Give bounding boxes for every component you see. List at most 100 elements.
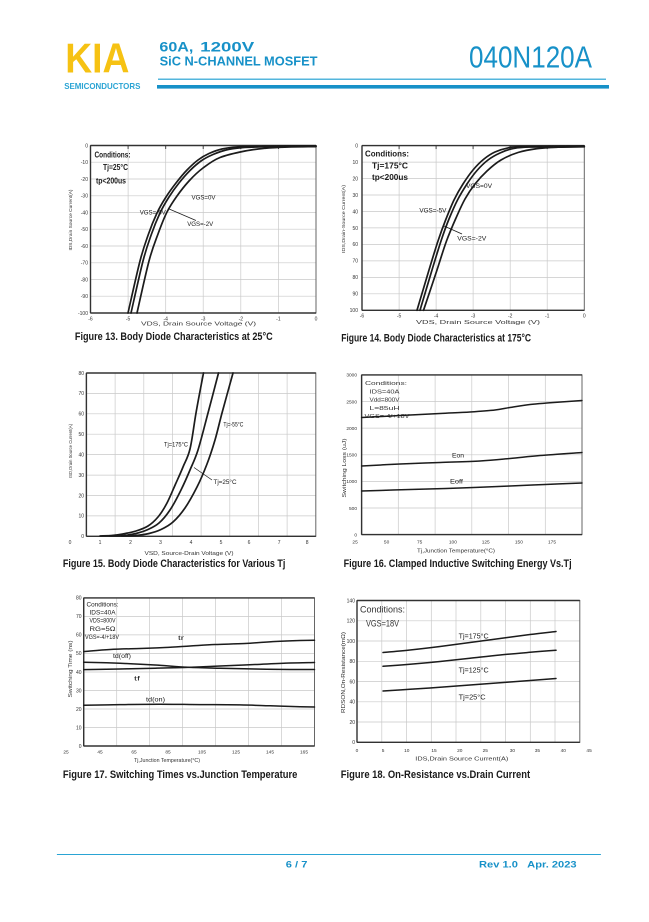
svg-text:80: 80	[349, 659, 355, 665]
svg-text:-1: -1	[545, 314, 550, 320]
svg-text:8: 8	[306, 540, 309, 546]
svg-text:60: 60	[78, 412, 84, 418]
svg-text:-3: -3	[201, 317, 206, 323]
svg-text:30: 30	[510, 748, 516, 754]
svg-text:125: 125	[232, 750, 240, 756]
svg-text:105: 105	[198, 750, 206, 756]
svg-text:6: 6	[248, 540, 251, 546]
svg-text:Tj=-55°C: Tj=-55°C	[223, 423, 244, 429]
svg-text:35: 35	[535, 748, 541, 754]
svg-text:VGS=-4/+18V: VGS=-4/+18V	[365, 414, 410, 420]
svg-text:2: 2	[129, 540, 132, 546]
svg-text:80: 80	[352, 275, 358, 281]
svg-text:-100: -100	[78, 311, 88, 317]
svg-text:Figure 16. Clamped Inductive S: Figure 16. Clamped Inductive Switching E…	[344, 558, 572, 570]
svg-text:1500: 1500	[346, 453, 357, 459]
svg-text:Tj=175°C: Tj=175°C	[459, 633, 489, 641]
svg-text:040N120A: 040N120A	[469, 39, 592, 74]
svg-text:165: 165	[300, 750, 308, 756]
svg-text:tf: tf	[134, 676, 140, 683]
svg-text:Vdd=800V: Vdd=800V	[370, 398, 400, 404]
svg-text:-40: -40	[81, 210, 88, 216]
svg-text:-60: -60	[81, 244, 88, 250]
svg-text:70: 70	[352, 259, 358, 265]
svg-text:20: 20	[78, 493, 84, 499]
svg-text:Figure 15. Body Diode Characte: Figure 15. Body Diode Characteristics fo…	[63, 558, 286, 570]
svg-text:Figure 17. Switching Times vs.: Figure 17. Switching Times vs.Junction T…	[63, 769, 298, 781]
svg-text:70: 70	[76, 614, 82, 620]
svg-text:0: 0	[354, 532, 357, 538]
svg-text:40: 40	[76, 670, 82, 676]
svg-text:50: 50	[384, 540, 390, 546]
svg-text:70: 70	[78, 391, 84, 397]
svg-text:2500: 2500	[346, 399, 357, 405]
svg-text:IDS=40A: IDS=40A	[90, 610, 117, 617]
svg-text:25: 25	[352, 540, 358, 546]
svg-text:20: 20	[352, 176, 358, 182]
svg-text:60: 60	[76, 633, 82, 639]
svg-text:RDSON,On-Resistance(mΩ): RDSON,On-Resistance(mΩ)	[341, 632, 347, 713]
svg-text:SiC N-CHANNEL MOSFET: SiC N-CHANNEL MOSFET	[160, 54, 318, 69]
svg-text:Tj=25°C: Tj=25°C	[459, 694, 486, 702]
svg-text:40: 40	[561, 748, 567, 754]
svg-text:VSD, Source-Drain Voltage (V: VSD, Source-Drain Voltage (V)	[145, 551, 234, 557]
svg-text:30: 30	[78, 473, 84, 479]
svg-text:60A,: 60A,	[159, 38, 193, 54]
svg-text:VDS, Drain Source Voltage (V: VDS, Drain Source Voltage (V)	[141, 322, 256, 328]
svg-text:80: 80	[76, 596, 82, 602]
svg-text:ISD,Drain Source Current(A): ISD,Drain Source Current(A)	[68, 423, 73, 478]
svg-text:VGS=0V: VGS=0V	[192, 195, 217, 202]
svg-text:175: 175	[548, 540, 556, 546]
svg-text:60: 60	[349, 679, 355, 685]
svg-text:50: 50	[352, 226, 358, 232]
svg-text:40: 40	[352, 209, 358, 215]
svg-text:125: 125	[482, 540, 490, 546]
svg-text:RG=5Ω: RG=5Ω	[90, 626, 116, 633]
svg-text:Tj=175°C: Tj=175°C	[372, 161, 408, 171]
svg-text:-20: -20	[81, 177, 88, 183]
svg-text:tr: tr	[178, 635, 184, 642]
svg-text:VGS=0V: VGS=0V	[466, 183, 493, 190]
svg-text:-90: -90	[81, 294, 88, 300]
svg-text:45: 45	[586, 748, 592, 754]
svg-text:Figure 14. Body Diode Characte: Figure 14. Body Diode Characteristics at…	[341, 333, 531, 345]
svg-text:-30: -30	[81, 194, 88, 200]
svg-text:40: 40	[78, 452, 84, 458]
svg-text:75: 75	[417, 540, 423, 546]
svg-text:15: 15	[431, 748, 437, 754]
svg-text:L=85uH: L=85uH	[370, 406, 400, 412]
svg-text:-4: -4	[163, 317, 168, 323]
svg-text:IDS,Drain-Source Current(A): IDS,Drain-Source Current(A)	[341, 184, 346, 253]
svg-text:0: 0	[355, 143, 358, 149]
svg-text:-1: -1	[276, 317, 281, 323]
svg-text:120: 120	[347, 619, 356, 625]
svg-text:-2: -2	[239, 317, 244, 323]
svg-text:Tj,Junction Temperature(°C): Tj,Junction Temperature(°C)	[134, 758, 200, 764]
svg-text:0: 0	[81, 534, 84, 540]
svg-text:20: 20	[349, 720, 355, 726]
svg-text:Switching Time (ns): Switching Time (ns)	[68, 640, 74, 697]
svg-text:10: 10	[352, 160, 358, 166]
svg-text:7: 7	[278, 540, 281, 546]
svg-text:100: 100	[449, 540, 457, 546]
svg-text:45: 45	[97, 750, 103, 756]
svg-text:-5: -5	[126, 317, 131, 323]
svg-text:VDS, Drain Source Voltage (V: VDS, Drain Source Voltage (V)	[416, 320, 540, 326]
svg-text:3: 3	[159, 540, 162, 546]
svg-text:Tj=125°C: Tj=125°C	[459, 667, 489, 675]
svg-text:VGS=-2V: VGS=-2V	[187, 221, 214, 228]
svg-text:10: 10	[78, 514, 84, 520]
svg-text:-2: -2	[508, 314, 513, 320]
svg-text:VGS=-4/+18V: VGS=-4/+18V	[85, 634, 120, 641]
svg-text:50: 50	[78, 432, 84, 438]
svg-text:0: 0	[85, 143, 88, 149]
svg-text:Eoff: Eoff	[450, 479, 463, 486]
svg-text:150: 150	[515, 540, 523, 546]
svg-text:tp<200us: tp<200us	[96, 176, 126, 186]
svg-text:td(on): td(on)	[146, 697, 165, 704]
svg-text:VGS=-2V: VGS=-2V	[457, 236, 487, 243]
svg-text:VGS=-5V: VGS=-5V	[419, 208, 447, 215]
svg-text:60: 60	[352, 242, 358, 248]
svg-text:Eon: Eon	[452, 453, 465, 460]
svg-text:Tj=25°C: Tj=25°C	[214, 480, 238, 486]
